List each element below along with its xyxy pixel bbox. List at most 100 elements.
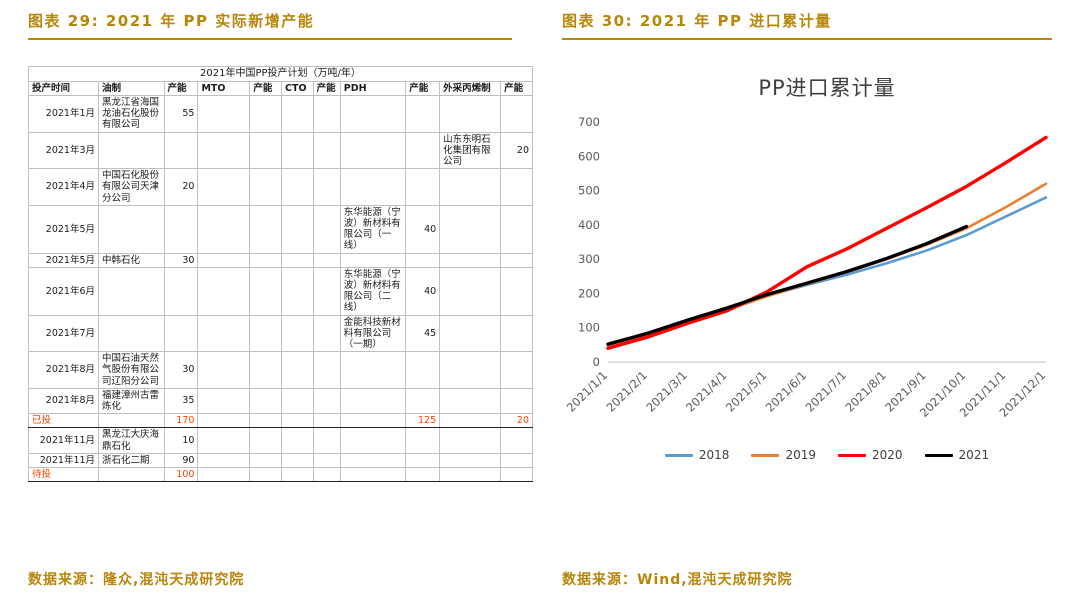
table-cell — [249, 95, 283, 133]
table-cell: 2021年8月 — [27, 351, 100, 389]
y-tick-label: 300 — [578, 252, 600, 266]
table-cell — [500, 427, 533, 454]
table-cell: 东华能源（宁波）新材料有限公司（二线） — [339, 266, 407, 316]
table-cell — [339, 413, 407, 429]
x-tick-label: 2021/4/1 — [683, 368, 729, 414]
table-cell — [405, 387, 441, 415]
table-cell — [197, 452, 251, 469]
table-header-cell: 油制 — [98, 80, 165, 97]
table-cell: 10 — [163, 427, 199, 454]
y-tick-label: 0 — [593, 355, 600, 369]
table-cell — [163, 314, 199, 353]
table-cell — [405, 427, 441, 454]
figure-30-panel: 图表 30: 2021 年 PP 进口累计量 PP进口累计量 0 100 200 30… — [540, 0, 1080, 605]
legend-item-2021: 2021 — [924, 448, 989, 462]
table-cell — [312, 252, 341, 268]
table-cell: 40 — [405, 204, 441, 254]
table-cell: 福建漳州古雷炼化 — [98, 387, 165, 415]
pp-import-chart-block: PP进口累计量 0 100 200 300 400 500 600 700 2021/1/1 20… — [562, 72, 1062, 462]
y-tick-label: 600 — [578, 149, 600, 163]
legend-swatch-2019 — [751, 453, 780, 457]
table-cell — [339, 387, 407, 415]
table-cell — [197, 467, 251, 483]
table-caption-row: 2021年中国PP投产计划（万吨/年） — [28, 66, 533, 82]
table-cell: 20 — [500, 131, 533, 170]
table-cell: 东华能源（宁波）新材料有限公司（一线） — [339, 204, 407, 254]
table-cell — [405, 252, 441, 268]
table-cell: 2021年7月 — [27, 314, 100, 353]
table-cell — [312, 204, 341, 254]
table-cell: 20 — [500, 413, 533, 429]
table-cell — [249, 252, 283, 268]
table-cell — [439, 467, 502, 483]
table-cell — [281, 387, 314, 415]
table-cell — [405, 351, 441, 389]
table-cell — [439, 452, 502, 469]
table-cell: 待投 — [27, 467, 100, 483]
y-tick-label: 100 — [578, 321, 600, 335]
table-cell: 金能科技新材料有限公司（一期） — [339, 314, 407, 353]
table-cell: 2021年5月 — [27, 252, 100, 268]
table-cell — [197, 95, 251, 133]
table-row: 2021年5月 中韩石化 30 — [27, 252, 533, 268]
table-cell — [500, 266, 533, 316]
table-header-cell: 产能 — [249, 80, 283, 97]
gold-divider — [28, 38, 512, 40]
table-cell — [405, 131, 441, 170]
x-tick-label: 2021/3/1 — [643, 368, 689, 414]
legend-swatch-2021 — [924, 453, 953, 457]
table-row: 2021年3月 山东东明石化集团有限公司 20 — [27, 131, 533, 170]
table-cell: 2021年6月 — [27, 266, 100, 316]
table-header-cell: CTO — [281, 80, 314, 97]
series-line-2019 — [606, 182, 1048, 347]
y-tick-label: 700 — [578, 115, 600, 129]
table-cell — [405, 452, 441, 469]
table-cell: 中国石化股份有限公司天津分公司 — [98, 168, 165, 206]
table-cell — [312, 387, 341, 415]
table-cell — [281, 427, 314, 454]
table-cell — [163, 131, 199, 170]
table-cell — [197, 204, 251, 254]
table-cell: 2021年11月 — [27, 452, 100, 469]
table-cell — [249, 314, 283, 353]
table-cell — [281, 252, 314, 268]
legend-item-2018: 2018 — [664, 448, 729, 462]
table-cell — [249, 204, 283, 254]
table-cell: 170 — [163, 413, 199, 429]
figure-29-title: 图表 29: 2021 年 PP 实际新增产能 — [28, 12, 315, 30]
table-row: 已投 170 125 20 — [27, 413, 533, 429]
table-cell — [98, 314, 165, 353]
table-cell — [439, 252, 502, 268]
table-row: 2021年11月 浙石化二期 90 — [27, 452, 533, 469]
table-cell — [312, 314, 341, 353]
table-cell — [439, 413, 502, 429]
table-cell — [249, 427, 283, 454]
table-cell: 中韩石化 — [98, 252, 165, 268]
table-cell — [339, 427, 407, 454]
table-cell — [249, 168, 283, 206]
table-cell: 125 — [405, 413, 441, 429]
table-cell — [439, 204, 502, 254]
y-tick-label: 500 — [578, 184, 600, 198]
legend-item-2020: 2020 — [838, 448, 903, 462]
table-cell — [312, 351, 341, 389]
table-header-cell: 产能 — [163, 80, 199, 97]
table-cell: 2021年4月 — [27, 168, 100, 206]
table-cell — [500, 204, 533, 254]
table-header-cell: 产能 — [312, 80, 341, 97]
legend-label: 2020 — [872, 448, 903, 462]
x-tick-label: 2021/6/1 — [763, 368, 809, 414]
table-cell — [197, 131, 251, 170]
table-cell — [339, 95, 407, 133]
table-row: 2021年4月 中国石化股份有限公司天津分公司 20 — [27, 168, 533, 206]
table-cell: 中国石油天然气股份有限公司辽阳分公司 — [98, 351, 165, 389]
table-cell: 2021年1月 — [27, 95, 100, 133]
table-cell — [312, 452, 341, 469]
figure-29-panel: 图表 29: 2021 年 PP 实际新增产能 2021年中国PP投产计划（万吨… — [27, 12, 533, 588]
legend-label: 2019 — [785, 448, 816, 462]
figure-30-source: 数据来源：Wind,混沌天成研究院 — [562, 572, 793, 588]
figure-30-title: 图表 30: 2021 年 PP 进口累计量 — [562, 12, 832, 30]
x-tick-label: 2021/1/1 — [564, 368, 610, 414]
chart-title: PP进口累计量 — [758, 76, 896, 100]
